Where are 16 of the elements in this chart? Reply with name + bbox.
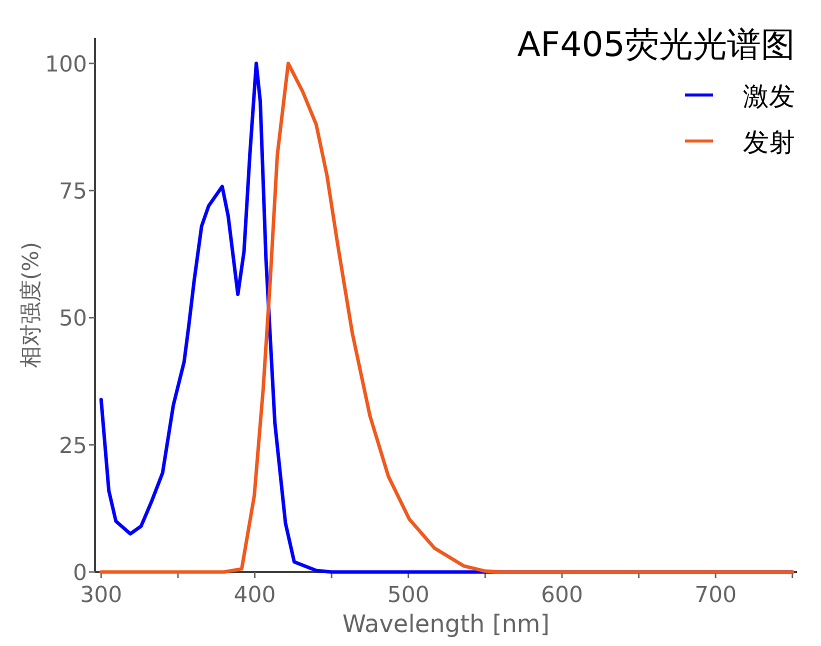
x-tick-label: 600 [540, 583, 583, 608]
legend-label: 激发 [743, 82, 795, 112]
y-tick-label: 100 [45, 52, 87, 78]
y-tick-label: 75 [59, 180, 87, 205]
y-tick-label: 25 [59, 434, 87, 459]
x-tick-label: 300 [80, 583, 122, 608]
y-tick-label: 50 [59, 306, 87, 332]
chart-title: AF405荧光光谱图 [517, 25, 795, 65]
line-series [99, 62, 794, 574]
x-tick-label: 700 [694, 583, 737, 608]
legend-label: 发射 [743, 128, 795, 158]
x-axis-title: Wavelength [nm] [342, 610, 550, 638]
y-tick-label: 0 [73, 561, 87, 586]
x-tick-label: 500 [387, 583, 430, 608]
y-axis-title: 相对强度(%) [19, 242, 44, 368]
x-tick-label: 400 [234, 583, 276, 608]
